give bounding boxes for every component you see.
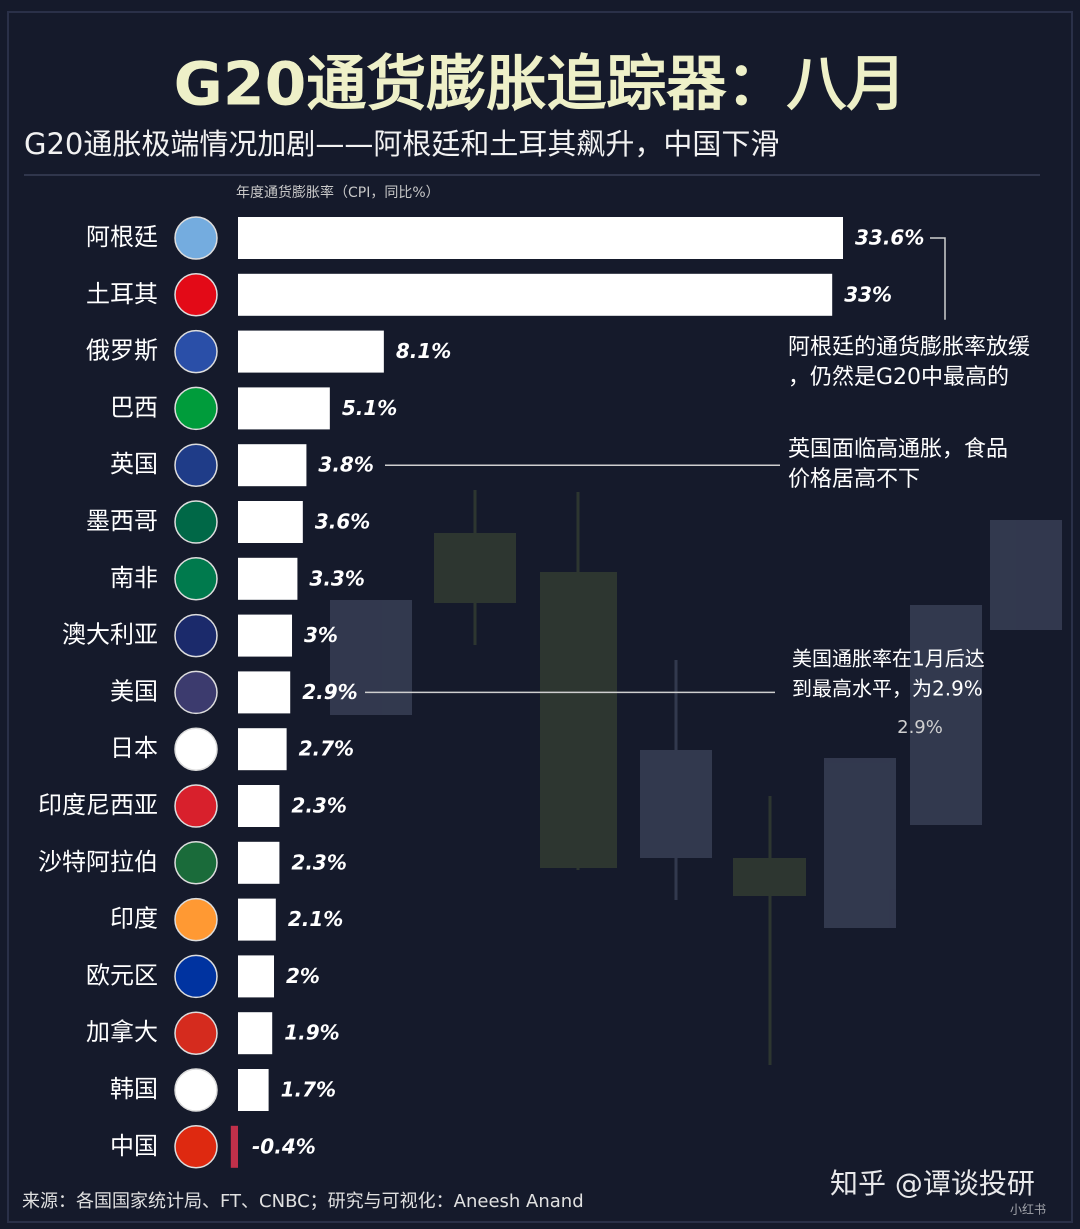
flag [174, 1011, 218, 1055]
chart-title: G20通货膨胀追踪器：八月 [174, 50, 907, 120]
bar [238, 728, 287, 771]
category-label: 韩国 [110, 1075, 158, 1103]
bar [238, 387, 330, 430]
category-label: 澳大利亚 [62, 621, 158, 649]
source: 来源：各国国家统计局、FT、CNBC；研究与可视化：Aneesh Anand [22, 1191, 584, 1212]
annotation-note: 2.9% [897, 717, 943, 738]
flag [174, 216, 218, 260]
value-label: -0.4% [252, 1134, 316, 1158]
category-label: 中国 [110, 1132, 158, 1160]
watermark: 小红书 [1010, 1202, 1046, 1217]
bar [238, 898, 276, 941]
value-label: 3.8% [318, 453, 373, 477]
flag [174, 329, 218, 374]
annotation: 价格居高不下 [788, 467, 920, 492]
category-label: 印度尼西亚 [38, 791, 158, 819]
flag [174, 670, 218, 715]
bar [230, 1125, 238, 1168]
value-label: 2.9% [302, 680, 357, 704]
annotation: 阿根廷的通货膨胀率放缓 [788, 335, 1030, 360]
chart-subtitle: G20通胀极端情况加剧——阿根廷和土耳其飙升，中国下滑 [24, 127, 779, 161]
category-label: 印度 [110, 905, 158, 933]
annotation: 美国通胀率在1月后达 [792, 647, 985, 671]
value-label: 3.6% [315, 510, 370, 534]
bar [238, 557, 298, 600]
bar [238, 785, 280, 827]
decor-candles [330, 490, 1062, 1065]
category-label: 日本 [110, 734, 158, 762]
category-label: 美国 [110, 677, 158, 705]
value-label: 2% [286, 964, 320, 988]
category-label: 欧元区 [86, 961, 158, 989]
bar [238, 273, 833, 316]
bar [238, 1012, 273, 1055]
annotation-bracket [930, 237, 946, 320]
category-label: 墨西哥 [86, 507, 158, 535]
value-label: 1.9% [284, 1021, 339, 1045]
bar [238, 614, 293, 657]
flag [174, 443, 218, 487]
value-label: 8.1% [396, 339, 451, 363]
bar [238, 501, 303, 543]
flag [174, 557, 218, 601]
bar [238, 955, 275, 998]
bar [238, 330, 384, 373]
category-label: 巴西 [110, 393, 158, 421]
flag [174, 273, 218, 317]
axis-label: 年度通货膨胀率（CPI，同比%） [236, 184, 440, 201]
flag [174, 386, 218, 431]
flag [174, 1068, 218, 1112]
value-label: 33.6% [855, 226, 924, 250]
value-label: 1.7% [281, 1078, 336, 1102]
watermark: 知乎 @谭谈投研 [830, 1167, 1035, 1200]
annotation: 英国面临高通胀，食品 [788, 437, 1008, 462]
category-label: 沙特阿拉伯 [38, 848, 158, 876]
category-label: 俄罗斯 [86, 337, 158, 365]
flag [174, 500, 218, 544]
frame [7, 11, 1073, 1223]
value-label: 3% [304, 623, 338, 647]
flag [174, 727, 218, 771]
bar [238, 217, 843, 259]
category-label: 英国 [110, 450, 158, 478]
category-label: 南非 [110, 564, 158, 592]
category-label: 加拿大 [86, 1018, 158, 1046]
bar [238, 671, 291, 714]
flag [174, 897, 218, 942]
flag [174, 1125, 218, 1169]
bar [238, 444, 307, 487]
flag [174, 613, 218, 658]
annotation: ，仍然是G20中最高的 [788, 365, 1009, 390]
bar [238, 1069, 269, 1111]
value-label: 33% [844, 282, 892, 306]
value-label: 2.7% [299, 737, 354, 761]
flag [174, 954, 218, 999]
bar [238, 841, 280, 884]
value-label: 5.1% [342, 396, 397, 420]
flag [174, 841, 218, 885]
category-label: 阿根廷 [86, 223, 158, 251]
flag [174, 784, 218, 828]
annotation: 到最高水平，为2.9% [792, 677, 983, 701]
value-label: 2.3% [291, 850, 346, 874]
category-label: 土耳其 [86, 280, 158, 308]
value-label: 2.1% [288, 907, 343, 931]
value-label: 2.3% [291, 794, 346, 818]
value-label: 3.3% [309, 566, 364, 590]
